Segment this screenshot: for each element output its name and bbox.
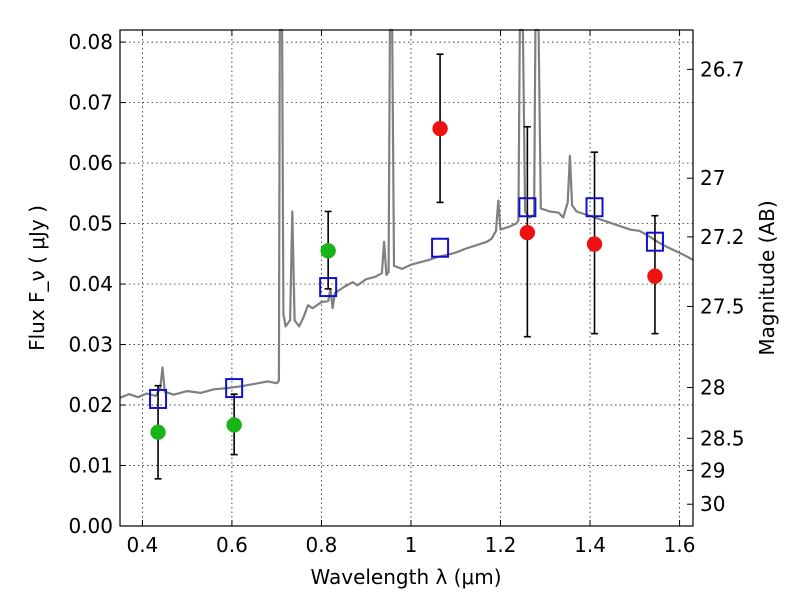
y-tick-label: 0.08	[68, 30, 113, 54]
data-point	[150, 424, 166, 440]
y-tick-label: 0.05	[68, 212, 113, 236]
y-tick-label: 0.02	[68, 393, 113, 417]
spectrum-line	[119, 28, 694, 399]
y-axis-label: Flux F_ν ( μJy )	[25, 205, 49, 351]
x-tick-label: 1.6	[664, 533, 696, 557]
x-tick-label: 0.8	[306, 533, 338, 557]
y-tick-label: 0.00	[68, 514, 113, 538]
x-tick-label: 0.4	[126, 533, 158, 557]
y-tick-label: 0.01	[68, 454, 113, 478]
data-point	[519, 224, 536, 241]
plot-background	[120, 30, 693, 526]
model-point	[518, 197, 537, 218]
right-axis-tick-label: 27.5	[700, 294, 745, 318]
right-axis-tick-label: 29	[700, 458, 725, 482]
model-point	[585, 197, 604, 218]
ticks: 0.4 0.6 0.8 1 1.2 1.4 1.6 0.00 0.01 0.02 0.03 0.04 0…	[68, 30, 745, 557]
right-axis-tick-label: 27	[700, 166, 725, 190]
y-tick-label: 0.07	[68, 91, 113, 115]
spectrum	[119, 28, 694, 399]
right-axis-tick-label: 26.7	[700, 57, 745, 81]
y-tick-label: 0.03	[68, 333, 113, 357]
model-point	[225, 378, 244, 399]
right-axis-tick-label: 27.2	[700, 225, 745, 249]
data-point	[432, 120, 448, 137]
right-axis-tick-label: 28.5	[700, 426, 745, 450]
y-tick-label: 0.04	[68, 272, 113, 296]
markers	[149, 53, 664, 480]
right-axis-tick-label: 28	[700, 375, 725, 399]
x-tick-label: 1.4	[574, 533, 606, 557]
x-tick-label: 1	[405, 533, 418, 557]
model-point	[319, 277, 338, 298]
data-point	[586, 236, 603, 252]
data-point	[320, 243, 336, 259]
model-point	[149, 388, 168, 409]
model-point	[645, 231, 664, 252]
right-axis-tick-label: 30	[700, 492, 725, 516]
model-point	[431, 237, 450, 258]
y-tick-label: 0.06	[68, 151, 113, 175]
data-point	[647, 268, 663, 284]
data-point	[226, 417, 242, 433]
right-axis-label: Magnitude (AB)	[755, 200, 779, 355]
plot-frame	[119, 29, 694, 527]
x-axis-label: Wavelength λ (μm)	[310, 565, 501, 589]
x-tick-label: 1.2	[485, 533, 517, 557]
x-tick-label: 0.6	[216, 533, 248, 557]
